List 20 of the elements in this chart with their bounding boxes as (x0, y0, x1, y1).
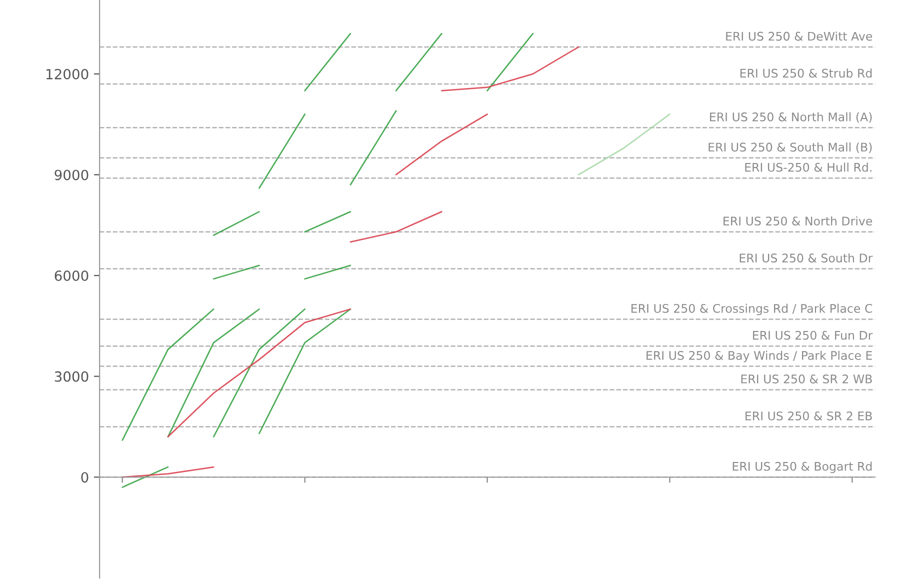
ref-line-label: ERI US 250 & Strub Rd (740, 68, 872, 78)
line-series (440, 46, 580, 92)
ref-line-label: ERI US 250 & South Mall (B) (708, 142, 872, 153)
y-tick-label: 12000 (46, 68, 88, 80)
line-series (167, 308, 352, 438)
ref-line-label: ERI US 250 & SR 2 WB (741, 374, 872, 384)
ref-line-label: ERI US 250 & Bay Winds / Park Place E (646, 350, 872, 362)
y-tick-label: 0 (81, 472, 88, 483)
ref-line-label: ERI US 250 & Fun Dr (753, 330, 873, 340)
y-tick-label: 3000 (54, 371, 88, 382)
ref-line-label: ERI US 250 & Bogart Rd (732, 462, 872, 474)
y-tick-label: 9000 (54, 170, 88, 180)
ref-line-label: ERI US 250 & SR 2 EB (746, 411, 872, 420)
ref-line-label: ERI US 250 & North Mall (A) (710, 112, 872, 123)
y-tick-label: 6000 (54, 270, 88, 281)
ref-line-label: ERI US 250 & South Dr (740, 253, 873, 262)
ref-line-label: ERI US-250 & Hull Rd. (745, 162, 872, 172)
ref-line-label: ERI US 250 & North Drive (724, 216, 872, 226)
ref-line-label: ERI US 250 & DeWitt Ave (726, 32, 872, 41)
ref-line-label: ERI US 250 & Crossings Rd / Park Place C (631, 304, 872, 316)
